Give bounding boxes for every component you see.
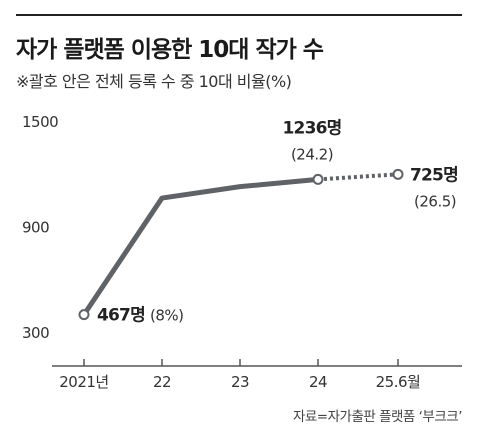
x-tick-label-1: 22 [153,373,171,391]
data-label-value-3: 1236명 [283,118,342,138]
top-rule [16,14,462,16]
y-tick-label-900: 900 [22,219,49,237]
y-tick-label-1500: 1500 [22,113,58,131]
chart-title: 자가 플랫폼 이용한 10대 작가 수 [16,37,324,63]
x-tick-label-2: 23 [231,373,249,391]
source-note: 자료=자가출판 플랫폼 ‘부크크’ [292,409,463,425]
data-point-marker-3 [312,173,324,185]
data-label-pct-0: (8%) [150,307,184,325]
data-label-pct-4: (26.5) [414,192,456,210]
x-tick-label-0: 2021년 [59,373,108,391]
x-tick-label-4: 25.6월 [376,373,421,391]
x-tick-label-3: 24 [309,373,327,391]
data-point-marker-4 [392,168,404,180]
y-tick-label-300: 300 [22,324,49,342]
series-line-dotted [317,172,399,182]
data-point-marker-0 [78,309,90,321]
series-line-solid [81,176,321,318]
data-label-value-0: 467명 [97,306,145,326]
data-label-value-4: 725명 [410,165,458,185]
data-label-pct-3: (24.2) [291,145,333,163]
chart-subtitle: ※괄호 안은 전체 등록 수 중 10대 비율(%) [16,72,292,91]
